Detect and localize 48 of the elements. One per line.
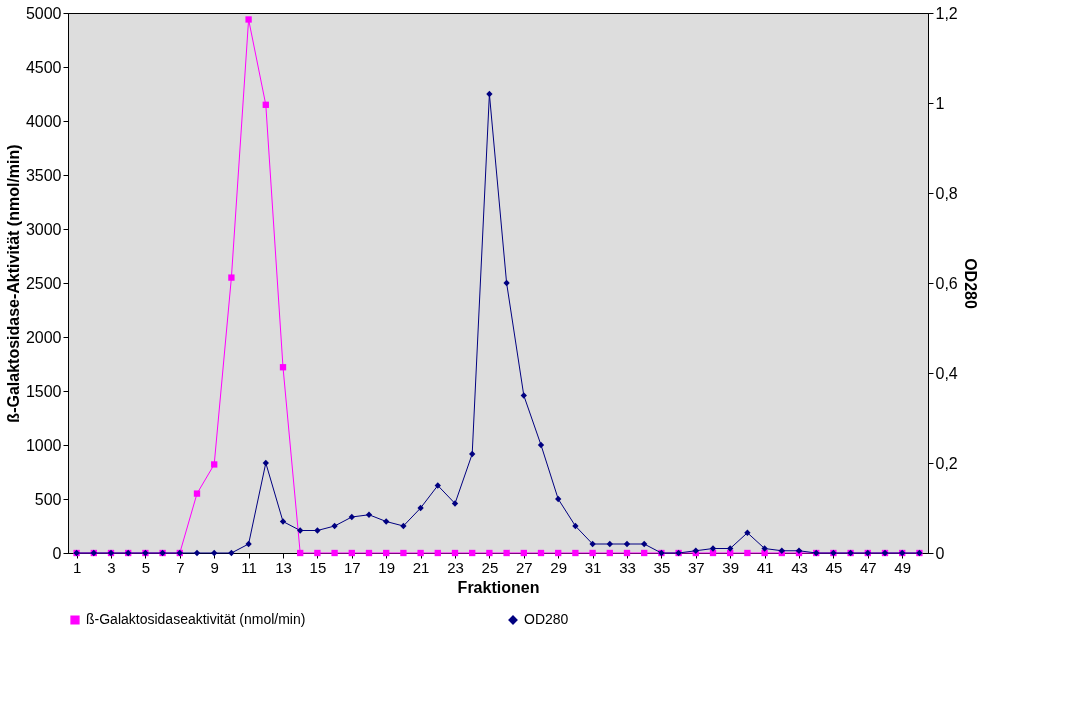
x-tick-label: 23 [447, 558, 464, 576]
x-tick-label: 43 [791, 558, 808, 576]
x-tick-label: 33 [619, 558, 636, 576]
x-tick-label: 37 [687, 558, 705, 576]
y2-tick-label: 1,2 [935, 4, 958, 22]
x-tick-label: 7 [176, 558, 185, 576]
x-tick-label: 19 [378, 558, 396, 576]
x-tick-label: 29 [550, 558, 568, 576]
x-tick-label: 1 [72, 558, 82, 576]
y-tick-label: 0 [52, 544, 62, 562]
x-tick-label: 31 [584, 558, 602, 576]
y2-tick-label: 0,6 [935, 274, 958, 292]
y2-tick-label: 0 [935, 544, 945, 562]
y2-tick-label: 0,2 [935, 454, 958, 472]
y-tick-label: 1500 [25, 382, 62, 400]
y-tick-label: 500 [34, 490, 62, 508]
y-axis-title: ß-Galaktosidase-Aktivität (nmol/min) [4, 144, 22, 423]
x-tick-label: 45 [825, 558, 843, 576]
y-tick-label: 3000 [25, 220, 62, 238]
x-tick-label: 5 [141, 558, 151, 576]
x-tick-label: 9 [210, 558, 219, 576]
y2-tick-label: 1 [935, 94, 945, 112]
y-tick-label: 5000 [25, 4, 62, 22]
y2-tick-label: 0,4 [935, 364, 958, 382]
x-tick-label: 47 [859, 558, 877, 576]
x-axis-title: Fraktionen [457, 578, 540, 596]
x-tick-label: 39 [722, 558, 740, 576]
x-tick-label: 27 [515, 558, 533, 576]
x-tick-label: 21 [412, 558, 430, 576]
x-tick-label: 35 [653, 558, 671, 576]
x-tick-label: 3 [107, 558, 116, 576]
y-tick-label: 2000 [25, 328, 62, 346]
x-tick-label: 25 [481, 558, 499, 576]
y-tick-label: 4500 [25, 58, 62, 76]
x-tick-label: 13 [275, 558, 292, 576]
y-tick-label: 4000 [25, 112, 62, 130]
y-tick-label: 1000 [25, 436, 62, 454]
y-tick-label: 3500 [25, 166, 62, 184]
y2-axis-title: OD280 [961, 258, 979, 309]
x-tick-label: 49 [894, 558, 912, 576]
legend-label: OD280 [524, 611, 569, 627]
y-tick-label: 2500 [25, 274, 62, 292]
x-tick-label: 41 [756, 558, 774, 576]
y2-tick-label: 0,8 [935, 184, 958, 202]
x-tick-label: 17 [343, 558, 361, 576]
x-tick-label: 11 [241, 558, 257, 576]
legend-label: ß-Galaktosidaseaktivität (nmol/min) [86, 611, 306, 627]
x-tick-label: 15 [309, 558, 327, 576]
